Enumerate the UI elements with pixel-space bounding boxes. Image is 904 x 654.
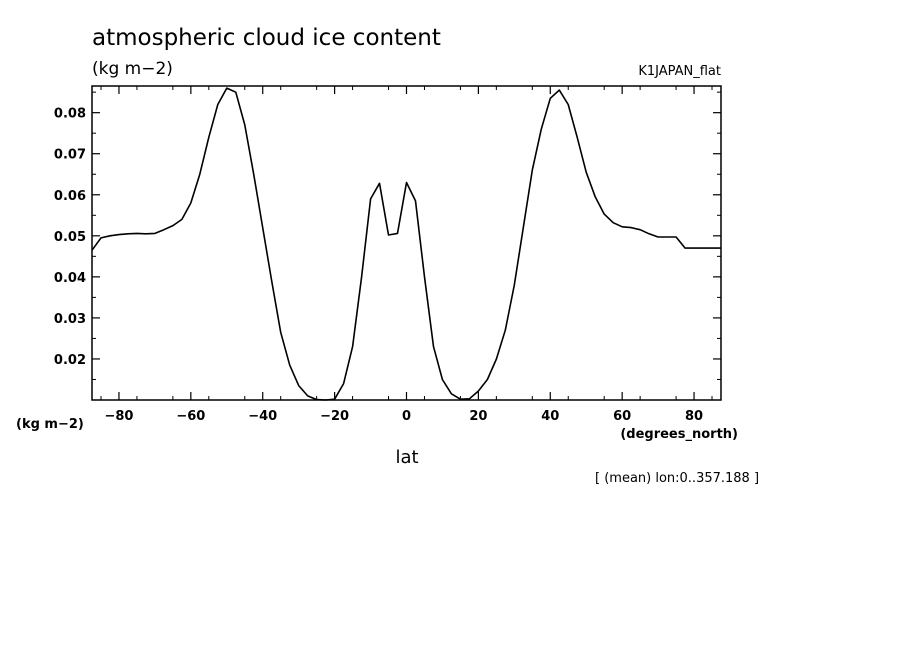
y-tick-label: 0.03 [54,312,86,327]
x-tick-label: 0 [402,409,411,424]
x-axis-ticks [100,86,713,400]
y-axis-tick-labels: 0.02 0.03 0.04 0.05 0.06 0.07 0.08 [54,107,86,368]
footnote: [ (mean) lon:0..357.188 ] [595,471,759,486]
x-tick-label: −80 [104,409,133,424]
x-axis-label: lat [395,447,418,468]
x-tick-label: −20 [320,409,349,424]
y-tick-label: 0.08 [54,107,86,122]
y-tick-label: 0.06 [54,189,86,204]
y-tick-label: 0.05 [54,230,86,245]
x-tick-label: 60 [613,409,631,424]
chart-units: (kg m−2) [92,59,173,79]
y-tick-label: 0.04 [54,271,86,286]
y-axis-units: (kg m−2) [16,417,84,432]
chart-title: atmospheric cloud ice content [92,25,441,51]
y-tick-label: 0.02 [54,353,86,368]
series-line [91,87,721,401]
y-tick-label: 0.07 [54,148,86,163]
x-tick-label: −60 [176,409,205,424]
x-axis-tick-labels: −80 −60 −40 −20 0 20 40 60 80 [104,409,703,424]
x-tick-label: 80 [685,409,703,424]
plot-frame [91,85,722,401]
x-tick-label: −40 [248,409,277,424]
y-axis-ticks [92,91,721,380]
x-tick-label: 40 [541,409,559,424]
x-axis-units: (degrees_north) [620,427,738,442]
dataset-label: K1JAPAN_flat [638,64,721,79]
x-tick-label: 20 [469,409,487,424]
